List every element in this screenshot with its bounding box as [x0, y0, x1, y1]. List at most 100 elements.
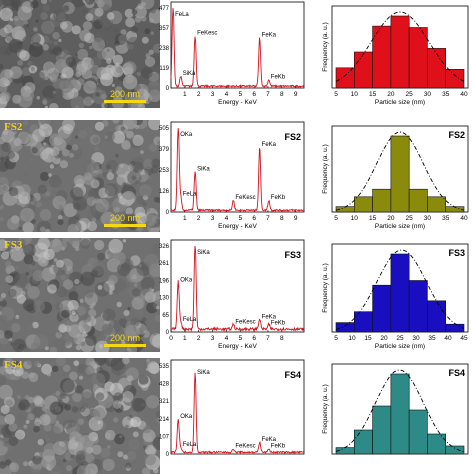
histogram-bar: [445, 323, 465, 333]
eds-peak-label: OKa: [180, 132, 193, 138]
eds-x-tick: 4: [225, 335, 229, 342]
eds-x-tick: 1: [183, 215, 187, 222]
eds-peak-label: FeKesc: [235, 195, 255, 201]
eds-peak-label: FeKesc: [197, 31, 217, 37]
histogram-bar: [372, 405, 392, 455]
eds-y-tick: 196: [159, 278, 170, 284]
eds-y-tick: 238: [159, 46, 170, 52]
eds-x-tick: 1: [183, 335, 187, 342]
sem-image: FS3 200 nm: [0, 238, 160, 352]
eds-y-tick: 107: [159, 434, 170, 440]
histogram-bar: [353, 311, 373, 333]
size-histogram: Frequency (a. u.) 5 10 15 20 25 30 35 40 45 Partic…: [322, 243, 469, 350]
eds-y-tick: 505: [159, 126, 170, 132]
eds-y-tick: 0: [166, 330, 170, 336]
eds-peak-label: FeKb: [271, 74, 286, 80]
histogram-y-label: Frequency (a. u.): [322, 144, 329, 194]
eds-y-tick: 119: [159, 66, 169, 72]
histogram-x-tick: 10: [351, 215, 359, 222]
eds-y-tick: 321: [159, 399, 170, 405]
sem-image: 200 nm: [0, 0, 160, 108]
histogram-bar: [427, 196, 447, 213]
eds-x-tick: 6: [252, 91, 256, 98]
eds-peak-label: FeLa: [175, 12, 189, 18]
eds-y-tick: 326: [159, 244, 170, 250]
histogram-bar: [390, 135, 410, 213]
eds-spectrum: 0 119 238 357 477 1 2 3 4 5 6 7 8 9 Energy - KeV FeLa Si…: [159, 1, 305, 106]
histogram-x-tick: 30: [424, 215, 432, 222]
eds-frame: [170, 239, 305, 333]
histogram-bar: [335, 67, 355, 89]
histogram-panel-label: FS3: [448, 248, 465, 258]
eds-x-tick: 2: [197, 335, 201, 342]
histogram-x-label: Particle size (nm): [375, 223, 425, 230]
histogram-bar: [335, 322, 355, 333]
histogram-x-tick: 40: [460, 91, 468, 98]
eds-peak-label: FeKb: [271, 320, 286, 326]
eds-x-tick: 2: [197, 91, 201, 98]
eds-y-tick: 261: [159, 261, 170, 267]
eds-peak-label: FeKa: [262, 437, 277, 443]
eds-x-tick: 9: [294, 91, 298, 98]
eds-y-tick: 130: [159, 296, 170, 302]
histogram-x-tick: 5: [334, 91, 338, 98]
histogram-x-tick: 5: [334, 215, 338, 222]
eds-x-tick: 8: [280, 335, 284, 342]
histogram-x-tick: 25: [406, 91, 414, 98]
histogram-bar: [372, 284, 392, 333]
gaussian-fit-curve: [335, 11, 465, 82]
eds-peak-label: SiKa: [197, 370, 210, 376]
eds-y-tick: 379: [159, 147, 170, 153]
eds-trace: [170, 7, 305, 89]
histogram-x-tick: 25: [396, 335, 404, 342]
histogram-x-tick: 10: [351, 91, 359, 98]
eds-x-label: Energy - KeV: [218, 99, 257, 106]
scale-bar-label: 200 nm: [109, 89, 141, 99]
eds-y-tick: 126: [159, 189, 170, 195]
scale-bar: [104, 224, 146, 227]
eds-x-tick: 0: [169, 335, 173, 342]
histogram-x-tick: 20: [387, 215, 395, 222]
eds-x-label: Energy - KeV: [218, 343, 257, 350]
histogram-panel-label: FS4: [448, 368, 465, 378]
histogram-x-tick: 15: [364, 335, 372, 342]
histogram-x-tick: 40: [460, 215, 468, 222]
eds-peak-label: SiKa: [183, 71, 196, 77]
histogram-x-tick: 15: [369, 215, 377, 222]
eds-panel-label: FS4: [284, 370, 301, 380]
sample-label: FS2: [4, 121, 23, 133]
histogram-bar: [427, 300, 447, 333]
eds-spectrum: 0 65 130 196 261 326 0 1 2 3 4 5 6 7 8 Energy - KeV FS3 O…: [159, 239, 305, 350]
scale-bar: [104, 100, 146, 103]
eds-peak-label: SiKa: [197, 167, 210, 173]
histogram-y-label: Frequency (a. u.): [322, 263, 329, 313]
eds-y-tick: 0: [166, 452, 170, 458]
eds-frame: [170, 1, 305, 89]
eds-x-tick: 8: [280, 91, 284, 98]
eds-x-tick: 3: [211, 335, 215, 342]
histogram-x-label: Particle size (nm): [375, 99, 425, 106]
histogram-x-tick: 15: [369, 91, 377, 98]
eds-x-tick: 5: [238, 335, 242, 342]
eds-x-tick: 4: [225, 91, 229, 98]
eds-x-tick: 7: [266, 335, 270, 342]
histogram-bar: [390, 15, 410, 89]
histogram-x-tick: 35: [442, 215, 450, 222]
histogram-x-label: Particle size (nm): [375, 343, 425, 350]
eds-peak-label: FeKb: [271, 444, 286, 450]
eds-x-tick: 9: [294, 215, 298, 222]
histogram-x-tick: 40: [444, 335, 452, 342]
eds-x-tick: 1: [183, 91, 187, 98]
sample-label: FS3: [4, 239, 23, 251]
eds-x-tick: 5: [238, 215, 242, 222]
eds-frame: [170, 121, 305, 213]
eds-peak-label: OKa: [180, 414, 193, 420]
histogram-bar: [445, 69, 465, 89]
sem-image: FS4: [0, 358, 160, 474]
sem-texture: [0, 238, 160, 352]
gaussian-fit-curve: [335, 249, 465, 330]
eds-spectrum: 0 107 214 321 428 535 FS4 OKa SiKa FeLa FeKesc FeKa…: [159, 359, 305, 458]
histogram-bar: [445, 445, 465, 455]
eds-peak-label: OKa: [180, 278, 193, 284]
